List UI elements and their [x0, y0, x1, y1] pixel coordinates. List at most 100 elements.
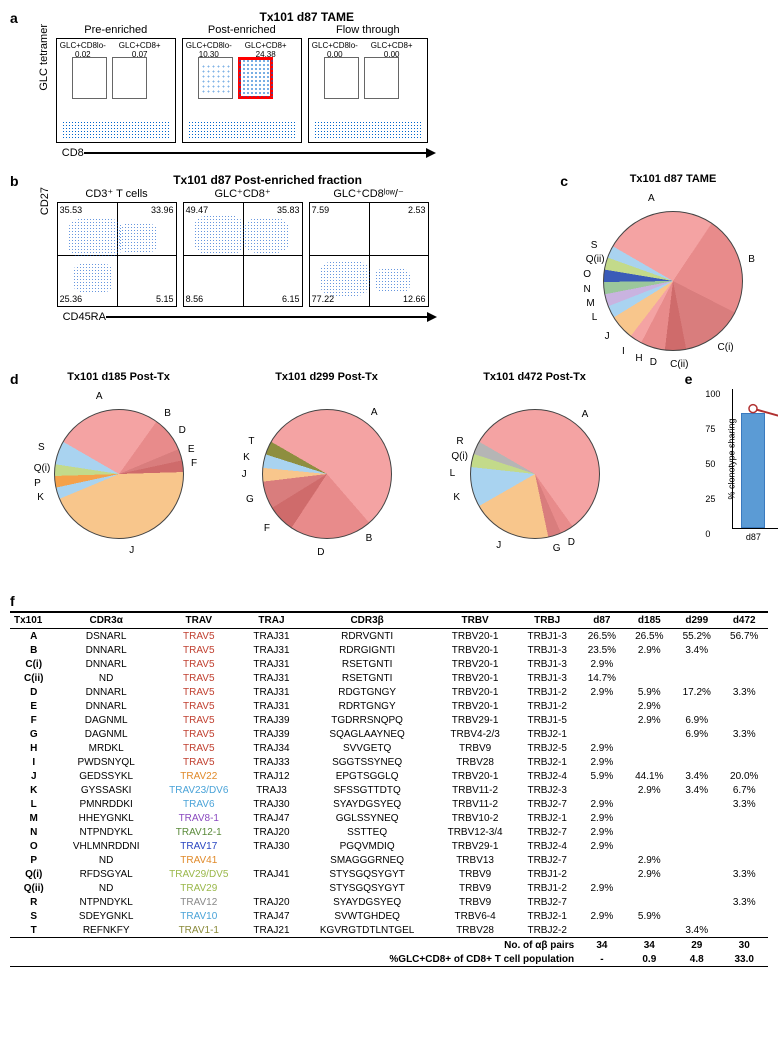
- pie-slice-label: F: [191, 458, 197, 469]
- table-cell: 3.4%: [673, 643, 720, 657]
- table-cell: DNNARL: [57, 657, 154, 671]
- quad-value-br: 5.15: [156, 294, 174, 304]
- panel-f: f Tx101CDR3αTRAVTRAJCDR3βTRBVTRBJd87d185…: [10, 593, 768, 967]
- table-cell: TRAJ20: [243, 825, 301, 839]
- table-header: TRBJ: [516, 612, 578, 629]
- table-cell: TRAV5: [155, 699, 243, 713]
- table-cell: TRBJ2-7: [516, 825, 578, 839]
- table-cell: PMNRDDKI: [57, 797, 154, 811]
- table-cell: TRBJ2-7: [516, 895, 578, 909]
- row-id: C(ii): [10, 671, 57, 685]
- table-cell: 3.3%: [720, 895, 768, 909]
- table-cell: 2.9%: [626, 643, 673, 657]
- table-header: CDR3α: [57, 612, 154, 629]
- table-cell: ND: [57, 853, 154, 867]
- arrow-head-icon: [427, 312, 437, 322]
- quad-plot-box: 35.5333.9625.365.15: [57, 202, 177, 307]
- table-cell: RSETGNTI: [300, 657, 434, 671]
- gate-label-right: GLC+CD8+0.07: [119, 41, 161, 59]
- table-cell: [673, 909, 720, 923]
- pie-slice-label: R: [456, 436, 463, 447]
- table-cell: [626, 727, 673, 741]
- table-row: JGEDSSYKLTRAV22TRAJ12EPGTSGGLQTRBV20-1TR…: [10, 769, 768, 783]
- table-cell: TRBJ1-2: [516, 685, 578, 699]
- quad-value-br: 12.66: [403, 294, 426, 304]
- table-cell: [673, 867, 720, 881]
- table-cell: [720, 909, 768, 923]
- table-cell: 55.2%: [673, 629, 720, 644]
- table-cell: SGGTSSYNEQ: [300, 755, 434, 769]
- table-cell: TRAJ47: [243, 909, 301, 923]
- x-axis-label: CD45RA: [63, 311, 106, 323]
- footer-value: 0.9: [626, 952, 673, 967]
- table-cell: [626, 811, 673, 825]
- table-cell: TRBJ2-7: [516, 797, 578, 811]
- axis-line: [106, 316, 427, 318]
- table-cell: 6.9%: [673, 713, 720, 727]
- table-cell: TRBV28: [434, 755, 516, 769]
- table-cell: TRAJ31: [243, 643, 301, 657]
- row-id: I: [10, 755, 57, 769]
- scatter-dots: [375, 268, 410, 293]
- table-cell: [720, 811, 768, 825]
- table-cell: TRBJ1-2: [516, 867, 578, 881]
- table-row: KGYSSASKITRAV23/DV6TRAJ3SFSSGTTDTQTRBV11…: [10, 783, 768, 797]
- scatter-dots: [201, 64, 231, 94]
- table-header: TRAJ: [243, 612, 301, 629]
- row-id: B: [10, 643, 57, 657]
- panel-d-label: d: [10, 371, 19, 387]
- table-cell: 3.4%: [673, 783, 720, 797]
- table-cell: [720, 881, 768, 895]
- panel-a: a Tx101 d87 TAME GLC tetramer Pre-enrich…: [10, 10, 768, 159]
- table-cell: [673, 699, 720, 713]
- gate-left: [72, 57, 107, 99]
- facs-plot-row: Pre-enrichedGLC+CD8lo-0.02GLC+CD8+0.07Po…: [56, 24, 428, 143]
- table-cell: PWDSNYQL: [57, 755, 154, 769]
- table-cell: TRAV5: [155, 629, 243, 644]
- panel-b-title: Tx101 d87 Post-enriched fraction: [99, 173, 437, 187]
- row-id: Q(i): [10, 867, 57, 881]
- table-cell: RDGTGNGY: [300, 685, 434, 699]
- table-cell: TRAV5: [155, 755, 243, 769]
- table-cell: TRAJ12: [243, 769, 301, 783]
- quad-plot: GLC⁺CD8ˡᵒʷ/⁻7.592.5377.2212.66: [309, 187, 429, 307]
- table-cell: TRBJ2-2: [516, 923, 578, 938]
- table-cell: TRBJ2-5: [516, 741, 578, 755]
- table-cell: GEDSSYKL: [57, 769, 154, 783]
- footer-label: No. of αβ pairs: [10, 938, 578, 953]
- table-cell: RSETGNTI: [300, 671, 434, 685]
- table-cell: [720, 643, 768, 657]
- table-cell: 2.9%: [578, 755, 625, 769]
- x-tick-label: d87: [746, 532, 761, 542]
- pie: [54, 409, 184, 539]
- row-id: S: [10, 909, 57, 923]
- gate-right: [364, 57, 399, 99]
- table-cell: TRBV20-1: [434, 685, 516, 699]
- table-cell: TRAJ31: [243, 657, 301, 671]
- table-cell: TRAV5: [155, 685, 243, 699]
- row-id: F: [10, 713, 57, 727]
- pie-slice-label: E: [188, 444, 195, 455]
- footer-value: 29: [673, 938, 720, 953]
- table-cell: TRAV12-1: [155, 825, 243, 839]
- table-cell: 2.9%: [578, 657, 625, 671]
- quad-value-br: 6.15: [282, 294, 300, 304]
- table-cell: TRAV41: [155, 853, 243, 867]
- pie: [470, 409, 600, 539]
- table-cell: 14.7%: [578, 671, 625, 685]
- footer-value: 33.0: [720, 952, 768, 967]
- pie-slice-label: B: [164, 408, 171, 419]
- table-cell: ND: [57, 671, 154, 685]
- table-cell: [626, 895, 673, 909]
- table-cell: [673, 671, 720, 685]
- y-tick-left: 100: [705, 389, 720, 399]
- y-tick-left: 25: [705, 494, 715, 504]
- table-cell: DNNARL: [57, 699, 154, 713]
- table-cell: TRBJ2-7: [516, 853, 578, 867]
- table-cell: SQAGLAAYNEQ: [300, 727, 434, 741]
- pie-slice-label: D: [317, 547, 324, 558]
- table-cell: [673, 825, 720, 839]
- table-cell: [626, 825, 673, 839]
- pie-slice-label: N: [583, 284, 590, 295]
- table-cell: [578, 783, 625, 797]
